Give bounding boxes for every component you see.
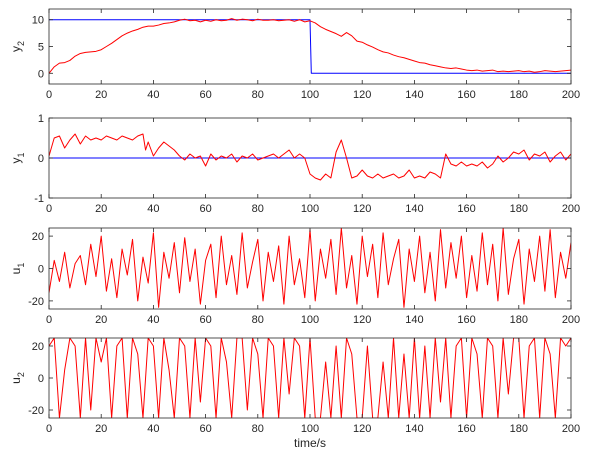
series-line-2 xyxy=(49,133,571,181)
x-tick-label: 80 xyxy=(252,423,264,435)
x-tick-label: 140 xyxy=(405,89,423,101)
x-tick-label: 180 xyxy=(510,314,528,326)
x-tick-label: 0 xyxy=(46,314,52,326)
x-tick-label: 160 xyxy=(457,203,475,215)
y-axis-label-base: y xyxy=(9,158,23,164)
x-tick-label: 60 xyxy=(199,89,211,101)
x-tick-label: 20 xyxy=(95,314,107,326)
x-tick-label: 140 xyxy=(405,203,423,215)
y-tick-label: 0 xyxy=(38,264,44,276)
x-tick-label: 0 xyxy=(46,423,52,435)
x-tick-label: 180 xyxy=(510,203,528,215)
y-axis-label-base: u xyxy=(9,377,23,384)
x-tick-label: 0 xyxy=(46,203,52,215)
x-axis-label: time/s xyxy=(294,436,326,450)
x-tick-label: 60 xyxy=(199,314,211,326)
y-tick-label: 1 xyxy=(38,113,44,125)
x-tick-label: 40 xyxy=(147,423,159,435)
y-axis-label: u1 xyxy=(9,263,26,275)
y-axis-label: y2 xyxy=(9,41,26,52)
x-tick-label: 100 xyxy=(301,203,319,215)
x-tick-label: 160 xyxy=(457,89,475,101)
x-tick-label: 160 xyxy=(457,423,475,435)
series-line-1 xyxy=(49,228,571,308)
x-tick-label: 60 xyxy=(199,423,211,435)
y-axis-label-subscript: 1 xyxy=(16,152,26,157)
y-axis-label-subscript: 2 xyxy=(16,41,26,46)
x-tick-label: 180 xyxy=(510,89,528,101)
y-tick-label: -20 xyxy=(28,405,44,417)
series-line-2 xyxy=(49,18,571,74)
y-tick-label: 20 xyxy=(32,341,44,353)
x-tick-label: 100 xyxy=(301,89,319,101)
x-tick-label: 120 xyxy=(353,203,371,215)
x-tick-label: 100 xyxy=(301,314,319,326)
y-tick-label: 0 xyxy=(38,373,44,385)
x-tick-label: 120 xyxy=(353,423,371,435)
y-tick-label: 20 xyxy=(32,231,44,243)
x-tick-label: 200 xyxy=(562,203,580,215)
y-tick-label: 0 xyxy=(38,153,44,165)
x-tick-label: 40 xyxy=(147,89,159,101)
x-tick-label: 140 xyxy=(405,314,423,326)
x-tick-label: 20 xyxy=(95,203,107,215)
x-tick-label: 200 xyxy=(562,314,580,326)
y-axis-label: y1 xyxy=(9,152,26,163)
x-tick-label: 160 xyxy=(457,314,475,326)
x-tick-label: 80 xyxy=(252,89,264,101)
y-axis-label-subscript: 2 xyxy=(16,372,26,377)
x-tick-label: 40 xyxy=(147,203,159,215)
x-tick-label: 80 xyxy=(252,203,264,215)
x-tick-label: 0 xyxy=(46,89,52,101)
x-tick-label: 80 xyxy=(252,314,264,326)
y-axis-label-base: y xyxy=(9,46,23,52)
y-axis-label: u2 xyxy=(9,372,26,384)
series-line-1 xyxy=(49,19,571,74)
series-line-1 xyxy=(49,338,571,418)
y-tick-label: -1 xyxy=(34,193,44,205)
x-tick-label: 100 xyxy=(301,423,319,435)
x-tick-label: 200 xyxy=(562,89,580,101)
x-tick-label: 20 xyxy=(95,423,107,435)
x-tick-label: 180 xyxy=(510,423,528,435)
axes-frame xyxy=(48,227,572,310)
x-tick-label: 120 xyxy=(353,89,371,101)
x-tick-label: 40 xyxy=(147,314,159,326)
x-tick-label: 60 xyxy=(199,203,211,215)
y-tick-label: 0 xyxy=(38,68,44,80)
x-tick-label: 140 xyxy=(405,423,423,435)
y-tick-label: 5 xyxy=(38,42,44,54)
x-tick-label: 20 xyxy=(95,89,107,101)
y-axis-label-subscript: 1 xyxy=(16,263,26,268)
y-tick-label: 10 xyxy=(32,15,44,27)
subplot-1: 0 20 40 60 80 100 120 140 160 180 200 0 5 10 y2 xyxy=(9,8,580,101)
x-tick-label: 120 xyxy=(353,314,371,326)
y-tick-label: -20 xyxy=(28,296,44,308)
x-tick-label: 200 xyxy=(562,423,580,435)
y-axis-label-base: u xyxy=(9,268,23,275)
